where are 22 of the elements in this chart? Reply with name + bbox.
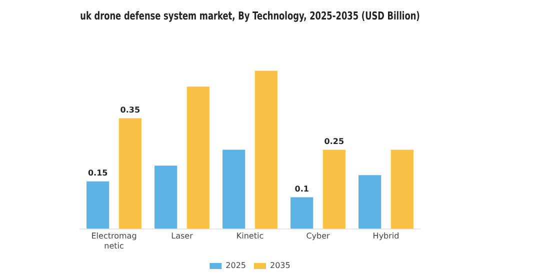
bar — [86, 181, 110, 229]
x-tick-label: Electromagnetic — [91, 232, 137, 250]
bar — [154, 166, 178, 229]
bar — [390, 150, 414, 229]
bar — [358, 175, 382, 229]
x-tick-label: Hybrid — [372, 232, 400, 241]
legend-label: 2035 — [270, 261, 290, 270]
bar — [290, 197, 314, 229]
data-label: 0.15 — [88, 168, 108, 178]
bar — [322, 150, 346, 229]
data-label: 0.25 — [324, 136, 344, 146]
x-tick-label: Cyber — [306, 232, 331, 241]
bar — [186, 86, 210, 229]
data-label: 0.35 — [120, 105, 140, 114]
chart-title: uk drone defense system market, By Technology, 2025-2035 (USD Billion) — [80, 10, 420, 23]
bar — [222, 150, 246, 229]
bar — [254, 70, 278, 229]
data-label: 0.1 — [294, 184, 310, 194]
x-tick-label: Laser — [171, 232, 194, 241]
legend-label: 2025 — [226, 261, 246, 270]
bar — [118, 118, 142, 229]
x-tick-label: Kinetic — [236, 232, 264, 241]
